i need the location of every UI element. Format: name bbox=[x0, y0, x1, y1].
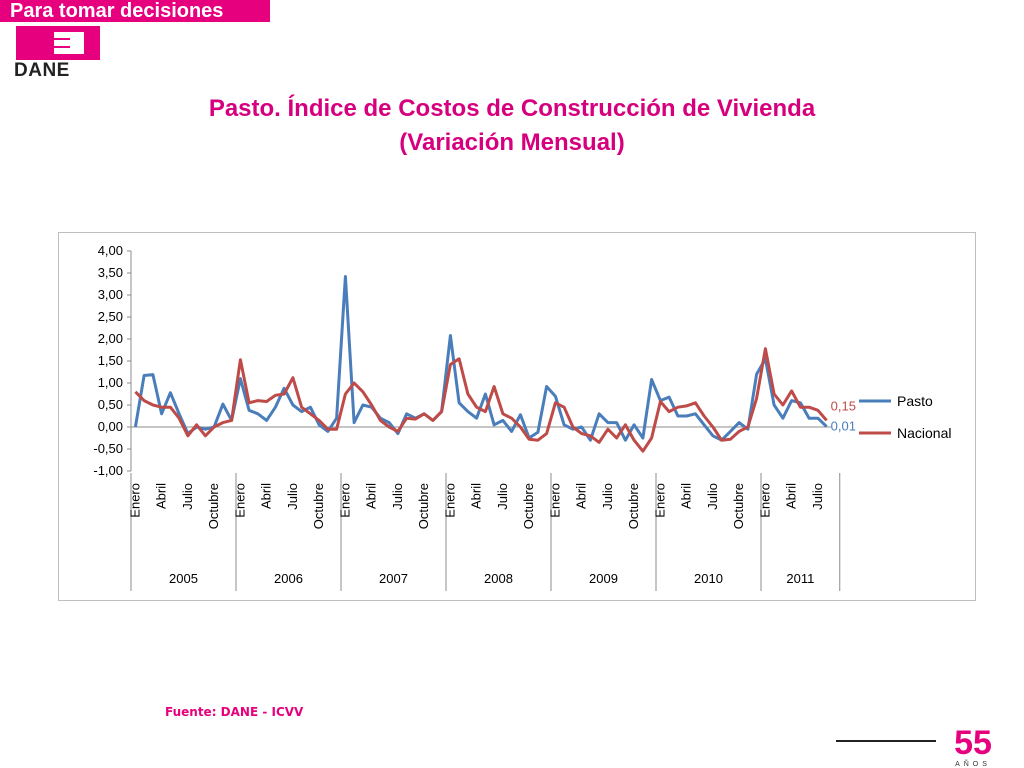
year-label: 2005 bbox=[169, 571, 198, 586]
series-line-nacional bbox=[134, 347, 828, 453]
month-tick-label: Abril bbox=[679, 483, 694, 509]
month-tick-label: Enero bbox=[232, 483, 247, 518]
month-tick-label: Abril bbox=[784, 483, 799, 509]
source-note: Fuente: DANE - ICVV bbox=[165, 705, 304, 719]
y-tick-label: 1,00 bbox=[98, 375, 123, 390]
month-tick-label: Enero bbox=[547, 483, 562, 518]
month-tick-label: Enero bbox=[757, 483, 772, 518]
page-title: Pasto. Índice de Costos de Construcción … bbox=[208, 95, 816, 122]
month-tick-label: Julio bbox=[810, 483, 825, 510]
month-tick-label: Octubre bbox=[731, 483, 746, 529]
year-label: 2009 bbox=[589, 571, 618, 586]
month-tick-label: Octubre bbox=[521, 483, 536, 529]
series-line-pasto bbox=[133, 275, 828, 442]
y-tick-label: -0,50 bbox=[93, 441, 123, 456]
month-tick-label: Abril bbox=[574, 483, 589, 509]
logo-wordmark: DANE bbox=[14, 60, 70, 81]
month-tick-label: Julio bbox=[495, 483, 510, 510]
legend-label-nacional: Nacional bbox=[897, 425, 951, 441]
legend-label-pasto: Pasto bbox=[897, 393, 933, 409]
month-tick-label: Enero bbox=[442, 483, 457, 518]
footer-divider bbox=[836, 740, 936, 742]
month-tick-label: Julio bbox=[285, 483, 300, 510]
y-tick-label: 3,50 bbox=[98, 265, 123, 280]
header-tagline: Para tomar decisiones bbox=[10, 0, 224, 22]
month-tick-label: Abril bbox=[259, 483, 274, 509]
page-subtitle: (Variación Mensual) bbox=[399, 129, 625, 156]
year-label: 2007 bbox=[379, 571, 408, 586]
year-label: 2006 bbox=[274, 571, 303, 586]
month-tick-label: Enero bbox=[127, 483, 142, 518]
dane-logo bbox=[16, 26, 100, 60]
month-tick-label: Julio bbox=[390, 483, 405, 510]
month-tick-label: Abril bbox=[154, 483, 169, 509]
y-tick-label: 1,50 bbox=[98, 353, 123, 368]
anniversary-badge: 55 AÑOS bbox=[954, 724, 992, 768]
y-tick-label: 2,00 bbox=[98, 331, 123, 346]
month-tick-label: Julio bbox=[180, 483, 195, 510]
badge-number: 55 bbox=[954, 724, 992, 762]
month-tick-label: Abril bbox=[469, 483, 484, 509]
y-tick-label: 0,00 bbox=[98, 419, 123, 434]
y-tick-label: 3,00 bbox=[98, 287, 123, 302]
y-tick-label: 4,00 bbox=[98, 243, 123, 258]
month-tick-label: Octubre bbox=[626, 483, 641, 529]
month-tick-label: Abril bbox=[364, 483, 379, 509]
month-tick-label: Julio bbox=[705, 483, 720, 510]
year-label: 2008 bbox=[484, 571, 513, 586]
badge-sub: AÑOS bbox=[955, 759, 991, 768]
month-tick-label: Octubre bbox=[416, 483, 431, 529]
year-label: 2011 bbox=[786, 571, 814, 586]
month-tick-label: Julio bbox=[600, 483, 615, 510]
data-label-pasto: 0,01 bbox=[831, 419, 856, 434]
y-tick-label: 0,50 bbox=[98, 397, 123, 412]
y-tick-label: -1,00 bbox=[93, 463, 123, 478]
month-tick-label: Enero bbox=[652, 483, 667, 518]
chart-frame: 4,00 3,50 3,00 2,50 2,00 1,50 1,00 0,50 0,00 -0,5… bbox=[58, 232, 976, 601]
line-chart: 4,00 3,50 3,00 2,50 2,00 1,50 1,00 0,50 0,00 -0,5… bbox=[93, 243, 951, 591]
year-label: 2010 bbox=[694, 571, 723, 586]
header-tagline-bar: Para tomar decisiones bbox=[0, 0, 270, 22]
data-label-nacional: 0,15 bbox=[831, 398, 856, 413]
month-tick-label: Octubre bbox=[206, 483, 221, 529]
month-tick-label: Octubre bbox=[311, 483, 326, 529]
y-tick-label: 2,50 bbox=[98, 309, 123, 324]
month-tick-label: Enero bbox=[337, 483, 352, 518]
